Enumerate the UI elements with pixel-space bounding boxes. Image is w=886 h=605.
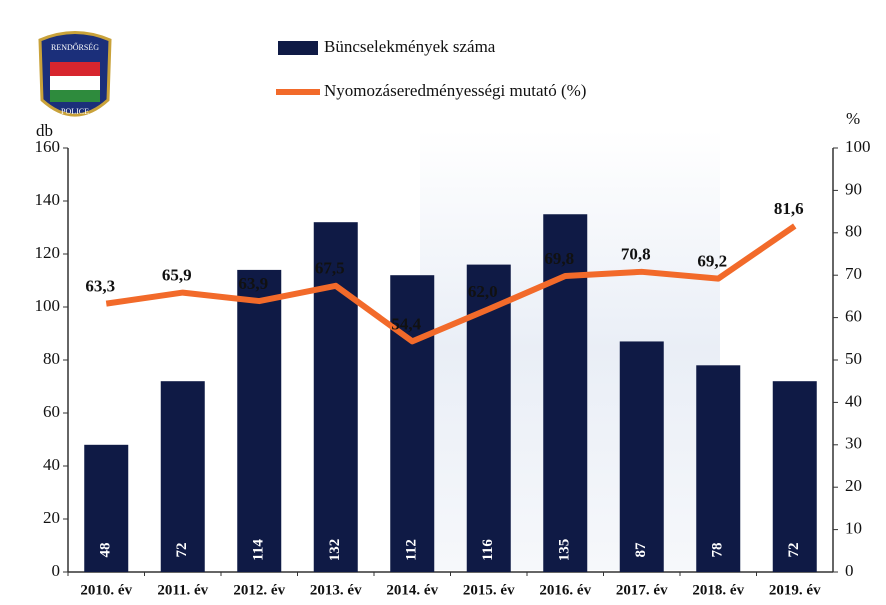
bar — [160, 381, 205, 572]
y2-tick-label: 40 — [845, 391, 862, 410]
line-value-label: 65,9 — [162, 265, 192, 284]
line-value-label: 63,9 — [238, 274, 268, 293]
logo: RENDŐRSÉG POLICE — [38, 31, 112, 117]
y-tick-label: 80 — [43, 349, 60, 368]
line-value-label: 70,8 — [621, 245, 651, 264]
line-value-label: 81,6 — [774, 199, 804, 218]
line-value-label: 69,8 — [544, 249, 574, 268]
bar-value-label: 112 — [404, 539, 420, 561]
x-tick-label: 2014. év — [386, 582, 438, 598]
bar-value-label: 135 — [557, 539, 573, 562]
logo-stripe — [50, 90, 100, 102]
bar-value-label: 48 — [98, 543, 114, 558]
y-tick-label: 60 — [43, 402, 60, 421]
bar-value-label: 78 — [710, 543, 726, 558]
x-tick-label: 2012. év — [233, 582, 285, 598]
y2-tick-label: 100 — [845, 137, 871, 156]
y-tick-label: 120 — [35, 243, 61, 262]
x-tick-label: 2017. év — [616, 582, 668, 598]
bar — [237, 269, 282, 572]
y-tick-label: 160 — [35, 137, 61, 156]
y-tick-label: 100 — [35, 296, 61, 315]
y2-tick-label: 20 — [845, 476, 862, 495]
line-value-label: 67,5 — [315, 259, 345, 278]
bar-value-label: 116 — [480, 539, 496, 561]
legend-swatch — [278, 41, 318, 55]
logo-stripe — [50, 62, 100, 76]
y2-tick-label: 0 — [845, 561, 854, 580]
line-value-label: 69,2 — [697, 251, 727, 270]
x-tick-label: 2019. év — [769, 582, 821, 598]
x-tick-label: 2016. év — [539, 582, 591, 598]
bar — [696, 365, 741, 572]
logo-text: POLICE — [61, 107, 89, 116]
bar-value-label: 132 — [327, 539, 343, 562]
legend-label: Büncselekmények száma — [324, 37, 496, 56]
logo-text: RENDŐRSÉG — [51, 42, 99, 52]
bar — [619, 341, 664, 572]
bar-value-label: 72 — [786, 543, 802, 558]
x-tick-label: 2010. év — [80, 582, 132, 598]
y-tick-label: 0 — [52, 561, 61, 580]
y-tick-label: 40 — [43, 455, 60, 474]
bar — [390, 275, 435, 572]
y-tick-label: 20 — [43, 508, 60, 527]
y2-tick-label: 60 — [845, 307, 862, 326]
bar-value-label: 87 — [633, 542, 649, 558]
x-tick-label: 2011. év — [157, 582, 208, 598]
x-tick-label: 2013. év — [310, 582, 362, 598]
bar — [84, 444, 129, 572]
logo-stripe — [50, 76, 100, 90]
x-tick-label: 2015. év — [463, 582, 515, 598]
bar — [313, 222, 358, 572]
legend-label: Nyomozáseredményességi mutató (%) — [324, 81, 586, 100]
y2-tick-label: 10 — [845, 519, 862, 538]
y-tick-label: 140 — [35, 190, 61, 209]
y2-tick-label: 80 — [845, 222, 862, 241]
y2-tick-label: 30 — [845, 434, 862, 453]
y2-tick-label: 70 — [845, 264, 862, 283]
y2-tick-label: 90 — [845, 179, 862, 198]
y2-tick-label: 50 — [845, 349, 862, 368]
y2-axis-label: % — [846, 109, 860, 128]
line-value-label: 63,3 — [85, 277, 115, 296]
line-value-label: 54,4 — [391, 314, 421, 333]
line — [105, 223, 797, 345]
line-value-label: 62,0 — [468, 282, 498, 301]
bar — [772, 381, 817, 572]
bar-value-label: 114 — [251, 539, 267, 561]
bar-value-label: 72 — [174, 543, 190, 558]
x-tick-label: 2018. év — [692, 582, 744, 598]
y-axis-label: db — [36, 121, 53, 140]
